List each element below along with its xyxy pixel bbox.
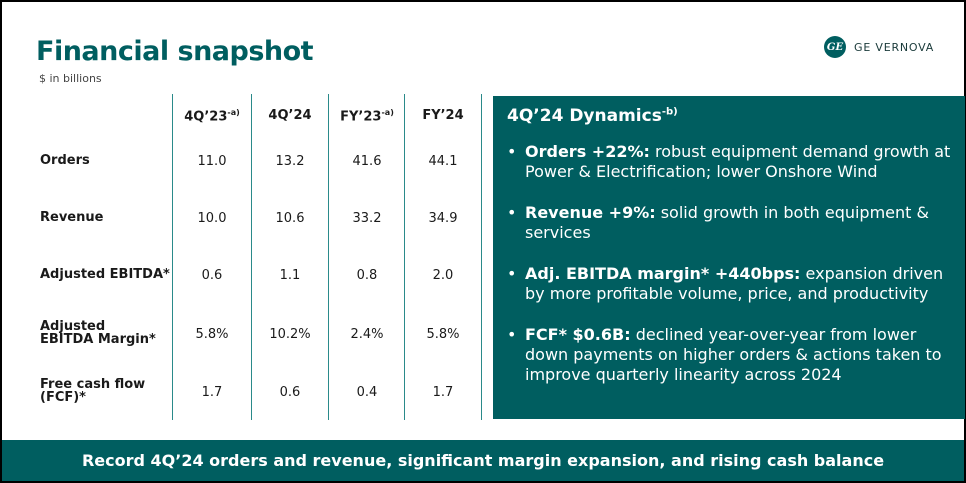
column-divider <box>481 94 482 420</box>
column-divider <box>251 94 252 420</box>
column-header-4q23: 4Q’23-a) <box>172 108 252 124</box>
table-cell: 10.6 <box>275 211 305 226</box>
footnote-marker: -b) <box>661 106 678 118</box>
table-cell: 2.4% <box>350 327 384 342</box>
table-cell: 5.8% <box>195 327 229 342</box>
column-header-label: 4Q’23 <box>184 109 228 125</box>
page-subtitle: $ in billions <box>39 72 102 85</box>
footnote-marker: -a) <box>227 108 240 117</box>
dynamics-bullet-orders: Orders +22%: robust equipment demand gro… <box>507 142 957 182</box>
table-cell: 0.4 <box>356 385 378 400</box>
table-cell: 0.8 <box>356 268 378 283</box>
table-cell: 33.2 <box>352 211 382 226</box>
dynamics-bullet-revenue: Revenue +9%: solid growth in both equipm… <box>507 203 957 243</box>
column-header-fy23: FY’23-a) <box>327 108 407 124</box>
row-label-adjusted-ebitda-margin: Adjusted EBITDA Margin* <box>40 319 156 347</box>
table-cell: 0.6 <box>201 268 223 283</box>
column-header-label: 4Q’24 <box>268 108 312 123</box>
column-divider <box>404 94 405 420</box>
row-label-orders: Orders <box>40 153 90 168</box>
table-cell: 41.6 <box>352 154 382 169</box>
table-cell: 13.2 <box>275 154 305 169</box>
page-title: Financial snapshot <box>36 36 314 67</box>
column-header-4q24: 4Q’24 <box>250 108 330 123</box>
table-cell: 10.2% <box>269 327 311 342</box>
table-cell: 1.1 <box>279 268 301 283</box>
column-header-label: FY’23 <box>340 109 382 125</box>
ge-monogram-icon: GE <box>824 36 846 58</box>
table-cell: 5.8% <box>426 327 460 342</box>
column-header-label: FY’24 <box>422 108 464 123</box>
bullet-text: solid growth in both equipment & service… <box>525 203 929 242</box>
dynamics-bullet-list: Orders +22%: robust equipment demand gro… <box>507 142 957 406</box>
dynamics-title: 4Q’24 Dynamics-b) <box>507 106 678 126</box>
bullet-highlight: Orders +22%: <box>525 142 650 161</box>
table-cell: 1.7 <box>432 385 454 400</box>
column-divider <box>328 94 329 420</box>
bullet-text: robust equipment demand growth at Power … <box>525 142 951 181</box>
dynamics-panel: 4Q’24 Dynamics-b) Orders +22%: robust eq… <box>493 96 965 419</box>
table-cell: 0.6 <box>279 385 301 400</box>
bullet-highlight: Adj. EBITDA margin* +440bps: <box>525 264 801 283</box>
dynamics-bullet-fcf: FCF* $0.6B: declined year-over-year from… <box>507 325 957 385</box>
table-cell: 2.0 <box>432 268 454 283</box>
table-cell: 44.1 <box>428 154 458 169</box>
row-label-adjusted-ebitda: Adjusted EBITDA* <box>40 267 170 282</box>
bullet-text: declined year-over-year from lower down … <box>525 325 942 384</box>
dynamics-title-text: 4Q’24 Dynamics <box>507 106 662 126</box>
footer-banner: Record 4Q’24 orders and revenue, signifi… <box>2 440 964 481</box>
dynamics-bullet-ebitda-margin: Adj. EBITDA margin* +440bps: expansion d… <box>507 264 957 304</box>
row-label-revenue: Revenue <box>40 210 104 225</box>
table-cell: 10.0 <box>197 211 227 226</box>
bullet-text: expansion driven by more profitable volu… <box>525 264 944 303</box>
table-cell: 34.9 <box>428 211 458 226</box>
footnote-marker: -a) <box>381 108 394 117</box>
bullet-highlight: FCF* $0.6B: <box>525 325 631 344</box>
ge-vernova-logo: GE GE VERNOVA <box>824 36 934 58</box>
column-header-fy24: FY’24 <box>403 108 483 123</box>
logo-text: GE VERNOVA <box>854 40 935 54</box>
row-label-free-cash-flow: Free cash flow (FCF)* <box>40 377 146 405</box>
table-cell: 11.0 <box>197 154 227 169</box>
bullet-highlight: Revenue +9%: <box>525 203 656 222</box>
column-divider <box>172 94 173 420</box>
table-cell: 1.7 <box>201 385 223 400</box>
